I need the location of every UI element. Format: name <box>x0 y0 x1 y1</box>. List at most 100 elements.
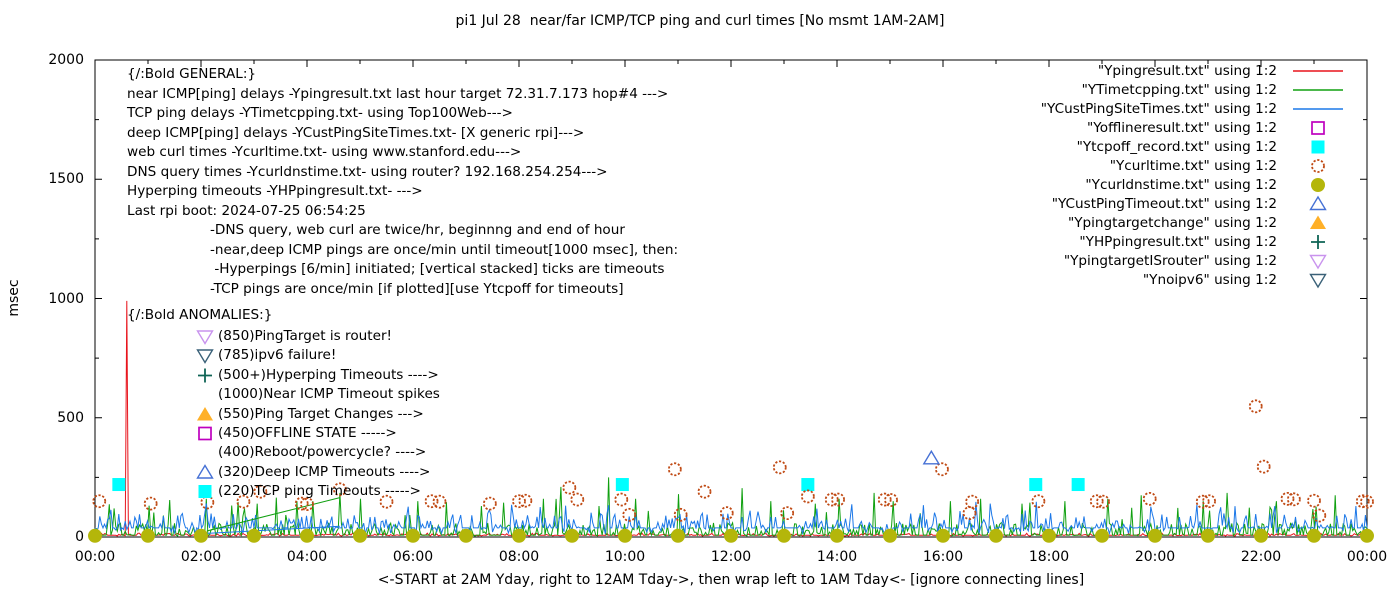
anomaly-line: (400)Reboot/powercycle? ----> <box>218 444 427 461</box>
circle-open-icon <box>1142 491 1157 506</box>
connecting-line <box>206 497 340 532</box>
legend-sample-line-icon <box>1293 89 1343 91</box>
general-line: near ICMP[ping] delays -Ypingresult.txt … <box>127 85 669 102</box>
legend-label-Ypingtargetchange: "Ypingtargetchange" using 1:2 <box>1067 215 1277 231</box>
x-tick-label: 14:00 <box>816 549 858 565</box>
circle-filled-icon <box>194 528 208 543</box>
x-tick-label: 22:00 <box>1240 549 1282 565</box>
circle-open-icon <box>570 492 585 507</box>
circle-filled-icon <box>1311 178 1325 192</box>
x-tick-label: 00:00 <box>74 549 116 565</box>
x-tick-label: 20:00 <box>1134 549 1176 565</box>
circle-open-icon <box>877 492 892 507</box>
anomaly-square-open-icon <box>198 426 212 441</box>
circle-open-icon <box>512 494 526 509</box>
circle-open-icon <box>1031 494 1046 509</box>
circle-open-icon <box>1355 494 1370 509</box>
circle-open-icon <box>562 480 577 495</box>
circle-open-icon <box>143 496 158 511</box>
legend-label-Ytcpoff_record.txt: "Ytcpoff_record.txt" using 1:2 <box>1076 139 1277 155</box>
legend-label-Ypingresult.txt: "Ypingresult.txt" using 1:2 <box>1097 63 1277 79</box>
circle-filled-icon <box>1042 528 1056 543</box>
legend-sample-triangle-down-open-icon <box>1309 273 1327 289</box>
x-tick-label: 18:00 <box>1028 549 1070 565</box>
legend-sample-triangle-down-open-icon <box>1309 254 1327 270</box>
circle-open-icon <box>1360 494 1374 509</box>
circle-filled-icon <box>830 528 844 543</box>
square-filled-icon <box>615 478 629 492</box>
anomaly-plus-icon <box>198 368 212 383</box>
circle-filled-icon <box>300 528 314 543</box>
circle-open-icon <box>300 497 314 511</box>
circle-open-icon <box>92 494 107 509</box>
legend-label-Ycurldnstime.txt: "Ycurldnstime.txt" using 1:2 <box>1085 177 1277 193</box>
circle-open-icon <box>294 496 309 511</box>
legend-label-YCustPingTimeout.txt: "YCustPingTimeout.txt" using 1:2 <box>1051 196 1277 212</box>
series-points-Ycurltime.txt <box>92 399 1374 523</box>
legend-sample-triangle-up-open-icon <box>1309 195 1327 211</box>
square-filled-icon <box>1311 140 1325 154</box>
anomaly-line: (785)ipv6 failure! <box>218 347 337 364</box>
general-line: web curl times -Ycurltime.txt- using www… <box>127 144 522 160</box>
square-open-icon <box>1311 121 1325 135</box>
legend-sample-circle-open-icon <box>1311 159 1325 173</box>
anomaly-triangle-up-open-icon <box>196 463 214 479</box>
circle-open-icon <box>673 507 688 522</box>
circle-filled-icon <box>512 528 526 543</box>
circle-filled-icon <box>618 528 632 543</box>
legend-sample-circle-filled-icon <box>1311 178 1325 192</box>
x-tick-label: 02:00 <box>180 549 222 565</box>
legend-sample-triangle-up-filled-icon <box>1310 215 1326 229</box>
circle-open-icon <box>332 482 347 497</box>
legend-label-YTimetcpping.txt: "YTimetcpping.txt" using 1:2 <box>1081 82 1277 98</box>
circle-filled-icon <box>1095 528 1109 543</box>
circle-open-icon <box>432 494 447 509</box>
triangle-down-open-icon <box>1309 254 1327 270</box>
circle-open-icon <box>1202 494 1216 509</box>
y-tick-label: 2000 <box>48 52 84 68</box>
square-filled-icon <box>198 485 212 499</box>
circle-filled-icon <box>565 528 579 543</box>
circle-open-icon <box>379 494 394 509</box>
legend-label-Ycurltime.txt: "Ycurltime.txt" using 1:2 <box>1109 158 1277 174</box>
triangle-up-open-icon <box>196 463 214 479</box>
legend-sample-square-filled-icon <box>1311 140 1325 154</box>
triangle-up-filled-icon <box>1310 215 1326 229</box>
anomaly-line: (450)OFFLINE STATE -----> <box>218 425 397 441</box>
circle-filled-icon <box>88 528 102 543</box>
anomaly-triangle-up-filled-icon <box>197 406 213 421</box>
circle-filled-icon <box>936 528 950 543</box>
x-tick-label: 06:00 <box>392 549 434 565</box>
circle-open-icon <box>1096 494 1110 509</box>
square-filled-icon <box>1071 478 1085 492</box>
circle-open-icon <box>824 492 839 507</box>
circle-open-icon <box>772 460 787 475</box>
circle-filled-icon <box>353 528 367 543</box>
y-tick-label: 1500 <box>48 171 84 188</box>
anomaly-line: (550)Ping Target Changes ---> <box>218 405 424 422</box>
circle-open-icon <box>1286 492 1301 507</box>
anomaly-square-filled-icon <box>198 485 212 499</box>
legend-sample-plus-icon <box>1311 235 1325 249</box>
circle-filled-icon <box>1254 528 1268 543</box>
y-tick-label: 1000 <box>48 290 84 307</box>
circle-filled-icon <box>671 528 685 543</box>
square-filled-icon <box>1029 478 1043 492</box>
anomaly-line: (320)Deep ICMP Timeouts ----> <box>218 463 431 480</box>
circle-filled-icon <box>724 528 738 543</box>
note-line: -DNS query, web curl are twice/hr, begin… <box>210 222 625 238</box>
circle-open-icon <box>962 506 977 521</box>
series-points-YCustPingTimeout.txt <box>922 449 941 465</box>
general-line: {/:Bold GENERAL:} <box>127 66 257 82</box>
chart-title: pi1 Jul 28 near/far ICMP/TCP ping and cu… <box>455 13 945 29</box>
plus-icon <box>198 368 212 383</box>
circle-open-icon <box>622 507 637 522</box>
connecting-line <box>206 525 340 534</box>
circle-open-icon <box>884 493 898 507</box>
legend-label-YpingtargetISrouter: "YpingtargetISrouter" using 1:2 <box>1063 253 1277 269</box>
circle-open-icon <box>780 506 795 521</box>
circle-filled-icon <box>989 528 1003 543</box>
triangle-down-open-icon <box>1309 273 1327 289</box>
circle-open-icon <box>1311 159 1325 173</box>
square-filled-icon <box>112 478 126 492</box>
